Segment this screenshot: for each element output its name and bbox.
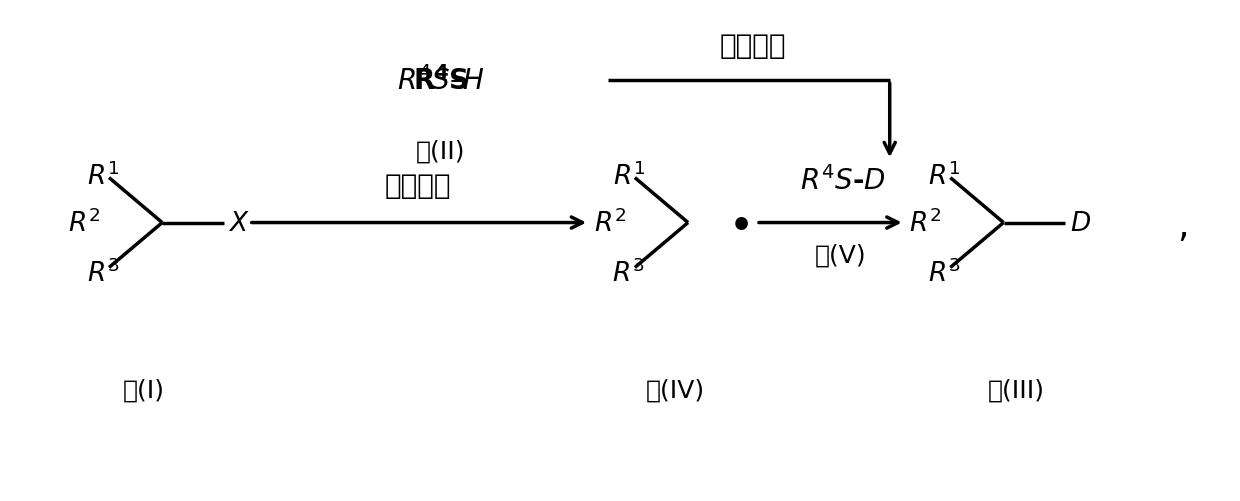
Text: 式(II): 式(II) [415, 139, 465, 163]
Text: $R^2$: $R^2$ [68, 209, 100, 237]
Text: $X$: $X$ [228, 210, 249, 236]
Text: 式(V): 式(V) [815, 243, 866, 268]
Text: $R^3$: $R^3$ [928, 259, 961, 287]
Text: $R^4$$S$–$H$: $R^4$$S$–$H$ [397, 66, 485, 96]
Text: $\mathbf{R^4S}$: $\mathbf{R^4S}$ [413, 66, 469, 96]
Text: 式(IV): 式(IV) [646, 378, 706, 402]
Text: 脱崤反应: 脱崤反应 [386, 172, 451, 200]
Text: $R^2$: $R^2$ [594, 209, 626, 237]
Text: •: • [729, 209, 753, 243]
Text: $D$: $D$ [1070, 210, 1091, 236]
Text: $R^3$: $R^3$ [613, 259, 645, 287]
Text: 氘代溶剂: 氘代溶剂 [719, 32, 786, 60]
Text: $R^1$: $R^1$ [613, 162, 645, 191]
Text: ,: , [1177, 209, 1189, 243]
Text: $R^1$: $R^1$ [87, 162, 119, 191]
Text: $R^1$: $R^1$ [928, 162, 960, 191]
Text: $R^3$: $R^3$ [87, 259, 119, 287]
Text: 式(I): 式(I) [123, 378, 165, 402]
Text: 式(III): 式(III) [987, 378, 1044, 402]
Text: $R^4$$S$-$D$: $R^4$$S$-$D$ [800, 166, 885, 196]
Text: $R^2$: $R^2$ [909, 209, 941, 237]
